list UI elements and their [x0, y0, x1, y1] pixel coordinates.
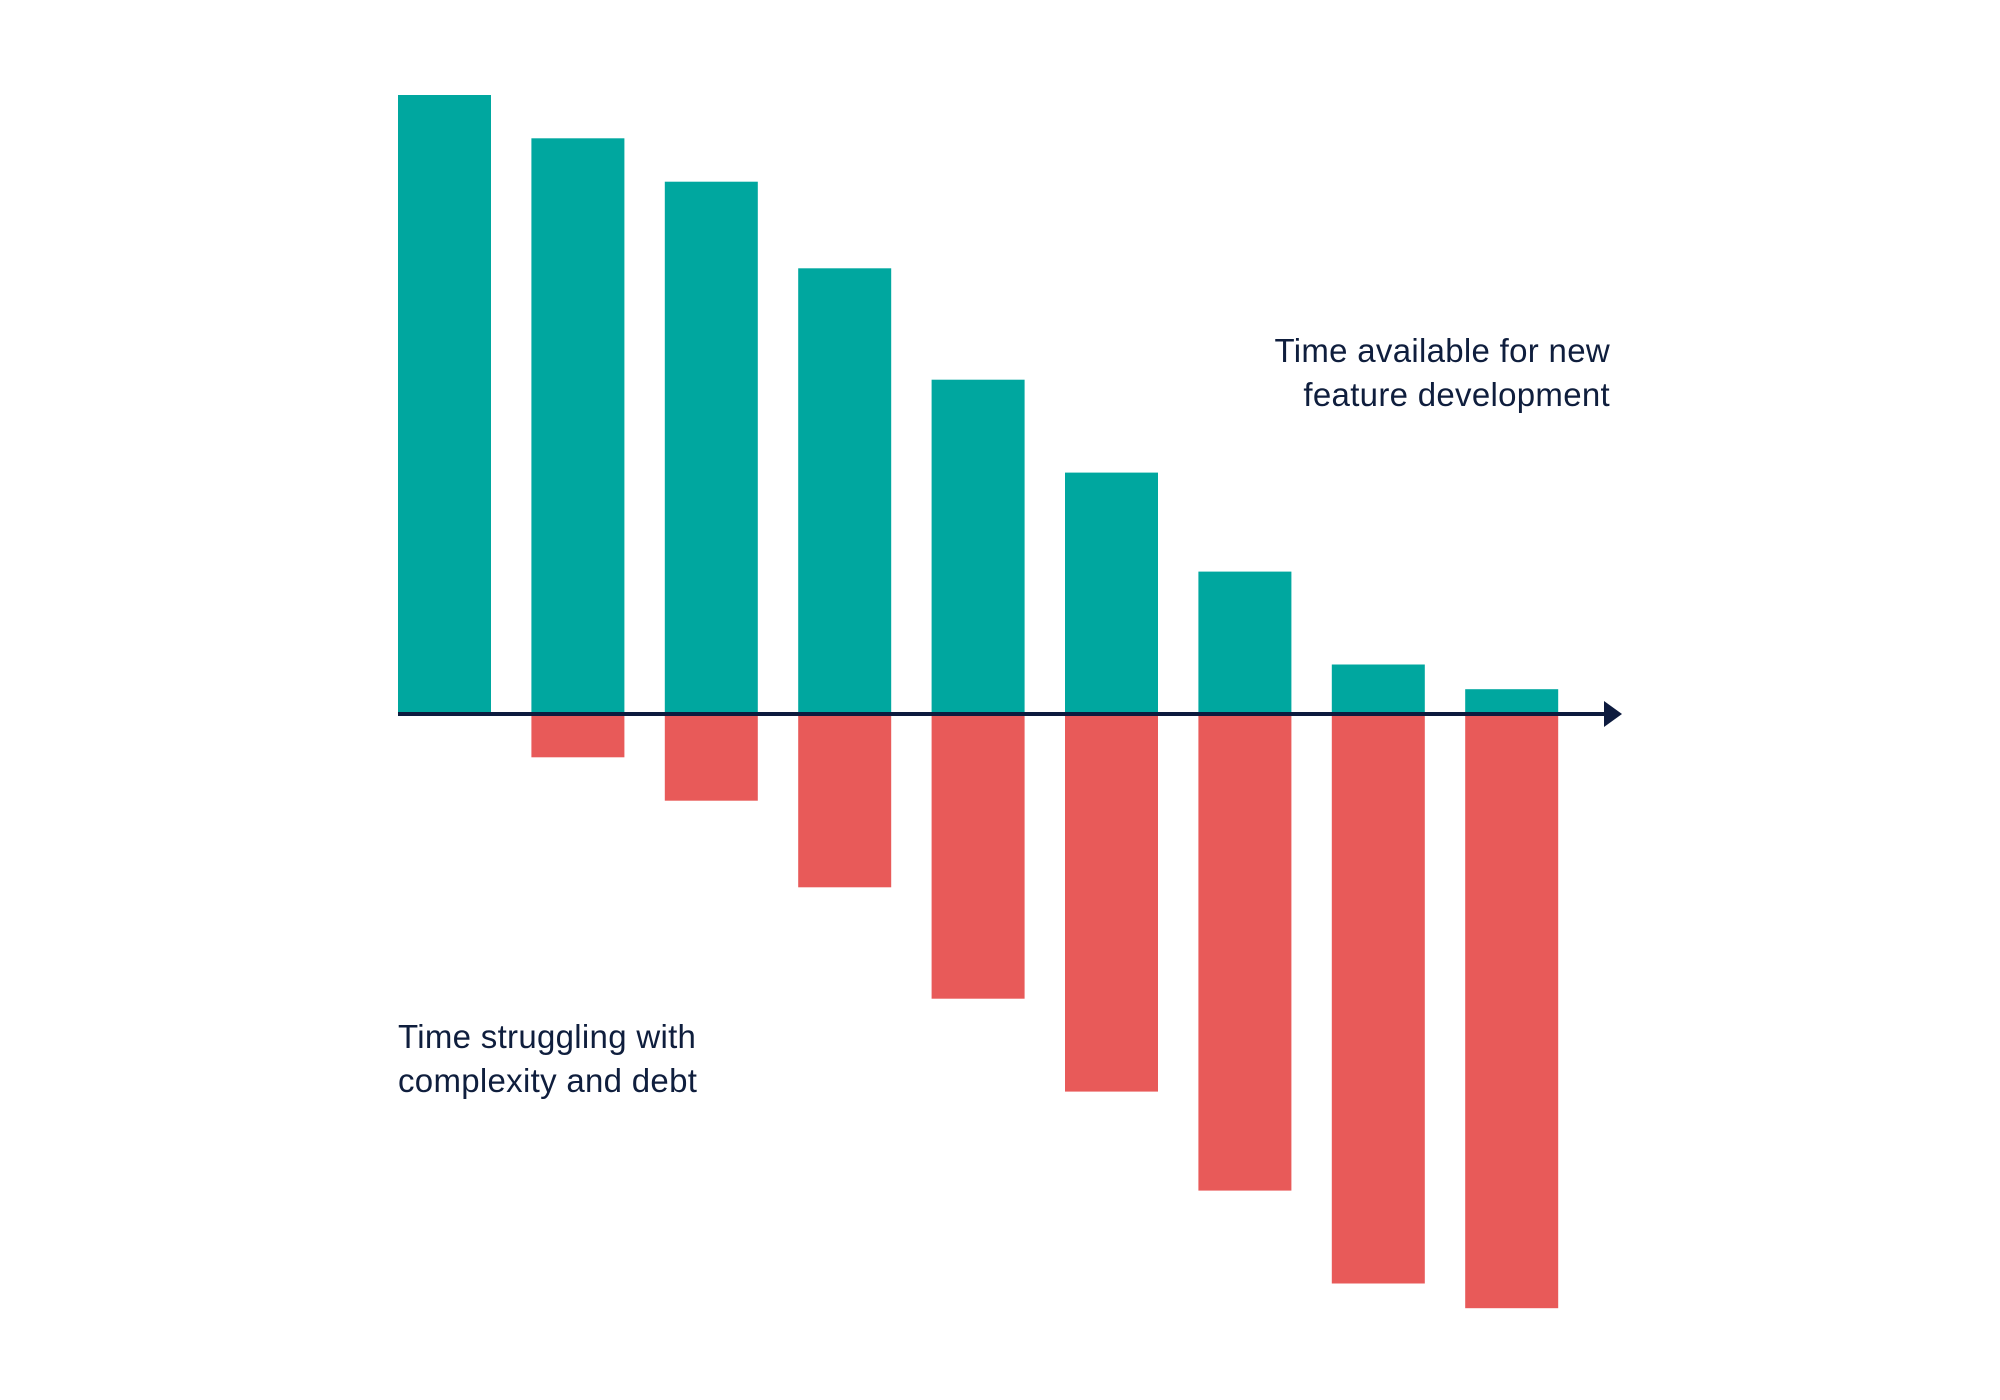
feature-time-bar-7: [1198, 571, 1292, 714]
feature-time-bar-1: [398, 95, 491, 714]
debt-time-bar-8: [1331, 714, 1425, 1284]
feature-time-bar-4: [798, 268, 892, 714]
feature-time-bar-3: [664, 181, 758, 714]
debt-time-bar-5: [931, 714, 1025, 999]
bars-group: [398, 95, 1559, 1309]
debt-time-bar-3: [664, 714, 758, 801]
debt-time-bar-7: [1198, 714, 1292, 1191]
feature-time-bar-9: [1465, 689, 1559, 714]
series-label-debt-time: Time struggling with complexity and debt: [398, 1018, 698, 1099]
feature-time-bar-6: [1065, 472, 1158, 714]
debt-time-bar-9: [1465, 714, 1559, 1309]
x-axis-arrowhead-icon: [1604, 701, 1622, 727]
series-label-feature-time: Time available for new feature developme…: [1274, 332, 1610, 413]
debt-time-bar-2: [531, 714, 625, 758]
debt-time-bar-4: [798, 714, 892, 888]
feature-time-bar-5: [931, 379, 1025, 714]
feature-time-bar-8: [1331, 664, 1425, 714]
feature-time-bar-2: [531, 138, 625, 715]
debt-time-bar-6: [1065, 714, 1158, 1092]
